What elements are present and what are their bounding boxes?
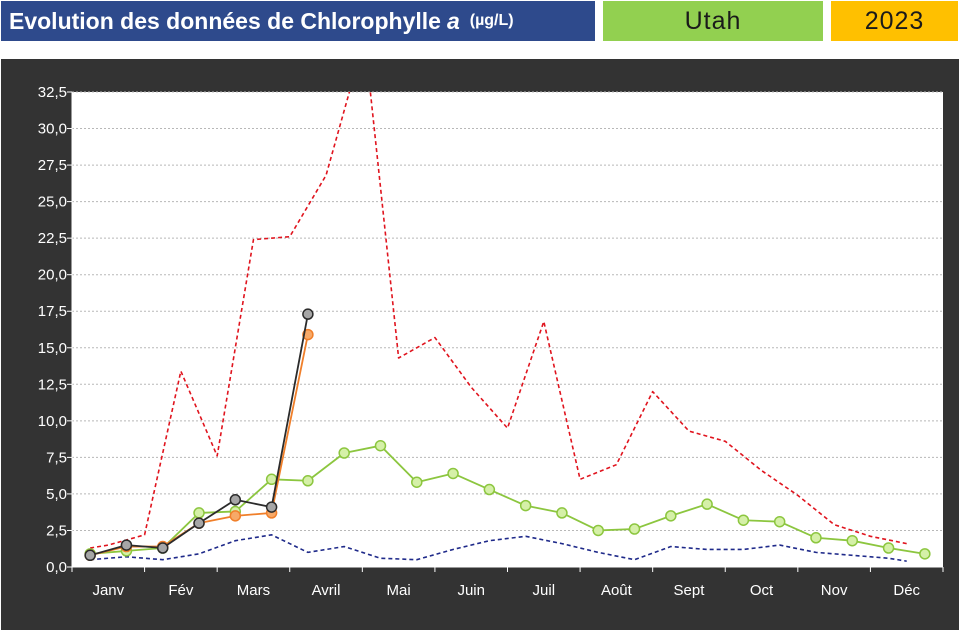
region-badge: Utah: [603, 1, 823, 41]
year-label: 2023: [864, 6, 925, 35]
x-tick-label: Août: [601, 582, 633, 599]
chart-title-banner: Evolution des données de Chlorophylle a …: [1, 1, 595, 41]
data-point: [882, 542, 895, 554]
x-tick-label: Déc: [893, 582, 920, 599]
y-tick-label: 0,0: [46, 559, 67, 576]
data-point: [665, 510, 677, 522]
data-point: [919, 548, 931, 560]
chart-title-symbol: a: [446, 7, 460, 34]
y-tick-label: 32,5: [38, 84, 67, 101]
x-tick-label: Nov: [821, 582, 848, 599]
series-line-0: [90, 92, 907, 549]
data-point: [120, 539, 133, 551]
x-tick-label: Fév: [168, 582, 194, 599]
data-point: [737, 514, 750, 526]
data-point: [193, 507, 205, 519]
chart-title-unit: (µg/L): [469, 12, 514, 29]
x-tick-label: Avril: [312, 582, 341, 599]
y-tick-label: 10,0: [38, 413, 67, 430]
data-point: [810, 532, 822, 544]
data-point: [265, 473, 278, 486]
data-point: [229, 494, 242, 506]
y-tick-label: 25,0: [38, 194, 67, 211]
y-tick-label: 27,5: [38, 157, 67, 174]
data-point: [519, 499, 532, 512]
y-tick-label: 15,0: [38, 340, 67, 357]
data-point: [84, 549, 96, 562]
x-tick-label: Sept: [674, 582, 706, 599]
y-tick-label: 22,5: [38, 230, 67, 247]
x-tick-label: Oct: [750, 582, 774, 599]
y-tick-label: 2,5: [46, 522, 67, 539]
data-point: [411, 476, 423, 488]
x-tick-label: Janv: [92, 582, 124, 599]
data-point: [628, 523, 641, 535]
data-point: [447, 467, 459, 480]
chlorophyll-chart: 0,0 2,5 5,0 7,5 10,0 12,5 15,0 17,5 20,0 22,5 25,0…: [38, 84, 944, 599]
data-point: [229, 510, 242, 522]
x-tick-label: Mai: [387, 582, 411, 599]
x-tick-label: Juil: [533, 582, 556, 599]
data-point: [846, 534, 859, 547]
chart-panel: 0,0 2,5 5,0 7,5 10,0 12,5 15,0 17,5 20,0 22,5 25,0…: [1, 59, 959, 630]
plot-area: 0,0 2,5 5,0 7,5 10,0 12,5 15,0 17,5 20,0 22,5 25,0…: [38, 84, 944, 599]
series-line-1: [90, 534, 907, 562]
region-label: Utah: [684, 6, 742, 35]
data-point: [374, 439, 387, 452]
data-point: [556, 507, 568, 519]
chart-title: Evolution des données de Chlorophylle: [9, 7, 441, 34]
y-tick-label: 30,0: [38, 121, 67, 138]
x-tick-label: Mars: [237, 582, 270, 599]
data-point: [592, 524, 604, 537]
series-line-2: [90, 444, 925, 555]
y-tick-label: 7,5: [46, 449, 67, 466]
x-tick-label: Juin: [457, 582, 485, 599]
y-tick-label: 12,5: [38, 376, 67, 393]
data-point: [193, 517, 205, 529]
data-point: [156, 542, 169, 554]
data-point: [302, 308, 314, 320]
y-tick-label: 5,0: [46, 486, 67, 503]
data-point: [773, 515, 786, 528]
data-point: [338, 447, 350, 459]
y-tick-label: 17,5: [38, 303, 67, 320]
y-tick-label: 20,0: [38, 267, 67, 284]
year-badge: 2023: [831, 1, 958, 41]
data-point: [701, 498, 713, 510]
data-point: [265, 501, 278, 513]
data-point: [302, 475, 314, 487]
data-point: [483, 483, 496, 496]
plot-background: [72, 92, 943, 567]
